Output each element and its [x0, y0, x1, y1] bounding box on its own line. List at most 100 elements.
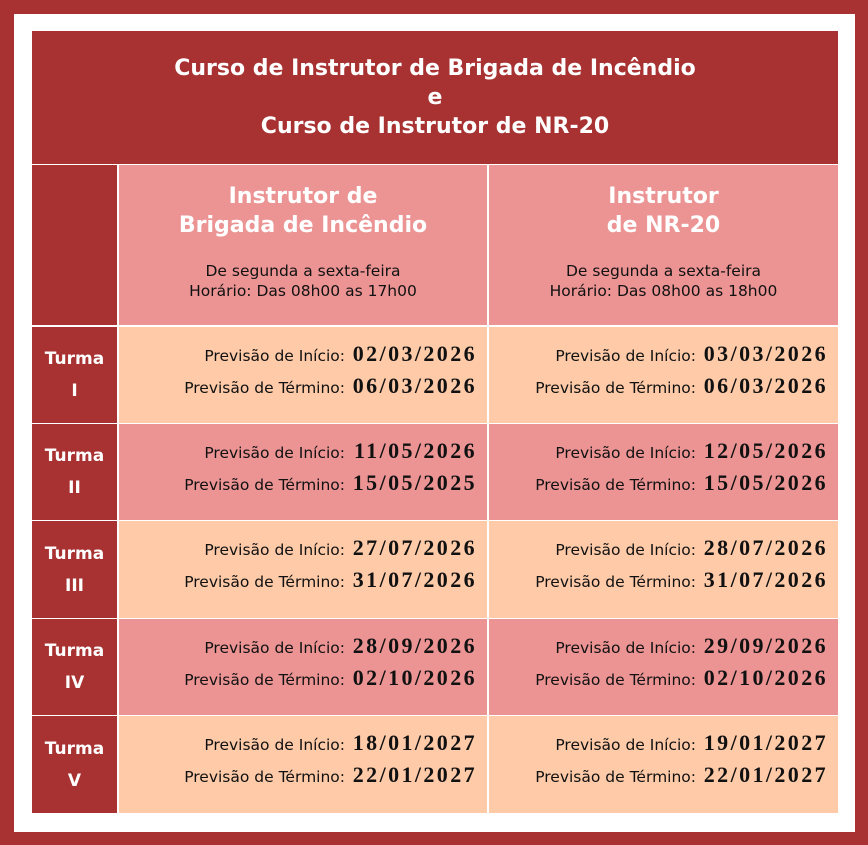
turma-word: Turma	[44, 349, 105, 369]
start-line: Previsão de Início: 19/01/2027	[555, 730, 828, 756]
start-date: 28/09/2026	[352, 633, 477, 658]
end-line: Previsão de Término: 02/10/2026	[535, 665, 828, 691]
turma-label: Turma I	[32, 327, 117, 423]
date-cell: Previsão de Início: 27/07/2026 Previsão d…	[119, 521, 487, 618]
start-line: Previsão de Início: 02/03/2026	[204, 341, 477, 367]
end-date: 22/01/2027	[703, 762, 828, 787]
start-label: Previsão de Início:	[204, 541, 345, 559]
date-cell: Previsão de Início: 11/05/2026 Previsão d…	[119, 424, 487, 520]
end-line: Previsão de Término: 15/05/2026	[535, 470, 828, 496]
start-date: 29/09/2026	[703, 633, 828, 658]
date-cell: Previsão de Início: 28/09/2026 Previsão d…	[119, 619, 487, 715]
start-date: 19/01/2027	[703, 730, 828, 755]
end-line: Previsão de Término: 22/01/2027	[184, 762, 477, 788]
turma-label: Turma V	[32, 716, 117, 813]
start-label: Previsão de Início:	[555, 444, 696, 462]
end-label: Previsão de Término:	[184, 573, 345, 591]
start-line: Previsão de Início: 28/07/2026	[555, 535, 828, 561]
header-line-3: Curso de Instrutor de NR-20	[260, 114, 610, 139]
end-date: 15/05/2025	[352, 470, 477, 495]
end-label: Previsão de Término:	[535, 379, 696, 397]
start-label: Previsão de Início:	[204, 639, 345, 657]
start-label: Previsão de Início:	[555, 639, 696, 657]
column-title: Instrutor de	[228, 184, 378, 209]
start-line: Previsão de Início: 03/03/2026	[555, 341, 828, 367]
column-header-brigada: Instrutor de Brigada de Incêndio De segun…	[119, 165, 487, 325]
start-line: Previsão de Início: 29/09/2026	[555, 633, 828, 659]
end-line: Previsão de Término: 15/05/2025	[184, 470, 477, 496]
end-line: Previsão de Término: 31/07/2026	[535, 567, 828, 593]
end-line: Previsão de Término: 06/03/2026	[184, 373, 477, 399]
date-cell: Previsão de Início: 29/09/2026 Previsão d…	[489, 619, 838, 715]
date-cell: Previsão de Início: 03/03/2026 Previsão d…	[489, 327, 838, 423]
end-date: 06/03/2026	[703, 373, 828, 398]
end-date: 15/05/2026	[703, 470, 828, 495]
end-label: Previsão de Término:	[184, 379, 345, 397]
start-label: Previsão de Início:	[204, 347, 345, 365]
end-label: Previsão de Término:	[184, 671, 345, 689]
turma-number: V	[67, 770, 82, 791]
turma-number: IV	[64, 673, 85, 693]
end-label: Previsão de Término:	[535, 768, 696, 786]
start-date: 11/05/2026	[353, 438, 477, 463]
start-line: Previsão de Início: 28/09/2026	[204, 633, 477, 659]
end-line: Previsão de Término: 02/10/2026	[184, 665, 477, 691]
start-line: Previsão de Início: 12/05/2026	[555, 438, 828, 464]
turma-number: II	[68, 478, 81, 498]
start-label: Previsão de Início:	[555, 347, 696, 365]
turma-label: Turma IV	[32, 619, 117, 715]
start-label: Previsão de Início:	[204, 736, 345, 754]
schedule-table: Curso de Instrutor de Brigada de Incêndi…	[32, 31, 838, 813]
start-label: Previsão de Início:	[555, 736, 696, 754]
end-date: 31/07/2026	[352, 567, 477, 592]
date-cell: Previsão de Início: 02/03/2026 Previsão d…	[119, 327, 487, 423]
end-line: Previsão de Término: 22/01/2027	[535, 762, 828, 788]
start-line: Previsão de Início: 11/05/2026	[204, 438, 477, 464]
start-date: 03/03/2026	[703, 341, 828, 366]
header-line-2: e	[427, 85, 443, 110]
turma-number: III	[65, 575, 84, 596]
end-date: 02/10/2026	[703, 665, 828, 690]
start-date: 02/03/2026	[352, 341, 477, 366]
column-days: De segunda a sexta-feira	[205, 262, 401, 280]
column-title: Brigada de Incêndio	[178, 213, 428, 238]
column-hours: Horário: Das 08h00 as 17h00	[189, 282, 417, 300]
corner-cell	[32, 165, 117, 325]
start-label: Previsão de Início:	[555, 541, 696, 559]
end-label: Previsão de Término:	[535, 476, 696, 494]
table-header: Curso de Instrutor de Brigada de Incêndi…	[32, 31, 838, 164]
end-line: Previsão de Término: 06/03/2026	[535, 373, 828, 399]
turma-word: Turma	[44, 738, 105, 759]
start-line: Previsão de Início: 27/07/2026	[204, 535, 477, 561]
end-date: 22/01/2027	[352, 762, 477, 787]
column-hours: Horário: Das 08h00 as 18h00	[549, 282, 778, 300]
end-label: Previsão de Término:	[535, 671, 696, 689]
end-label: Previsão de Término:	[184, 476, 345, 494]
date-cell: Previsão de Início: 18/01/2027 Previsão d…	[119, 716, 487, 813]
start-date: 12/05/2026	[703, 438, 828, 463]
start-line: Previsão de Início: 18/01/2027	[204, 730, 477, 756]
turma-word: Turma	[44, 641, 105, 661]
end-label: Previsão de Término:	[184, 768, 345, 786]
date-cell: Previsão de Início: 12/05/2026 Previsão d…	[489, 424, 838, 520]
end-label: Previsão de Término:	[535, 573, 696, 591]
turma-number: I	[71, 381, 78, 401]
column-title: de NR-20	[606, 213, 721, 238]
end-date: 31/07/2026	[703, 567, 828, 592]
end-date: 02/10/2026	[352, 665, 477, 690]
end-line: Previsão de Término: 31/07/2026	[184, 567, 477, 593]
start-date: 18/01/2027	[352, 730, 477, 755]
turma-word: Turma	[44, 446, 105, 466]
header-line-1: Curso de Instrutor de Brigada de Incêndi…	[174, 56, 696, 81]
column-title: Instrutor	[608, 184, 719, 209]
turma-label: Turma II	[32, 424, 117, 520]
turma-label: Turma III	[32, 521, 117, 618]
turma-word: Turma	[44, 543, 105, 564]
date-cell: Previsão de Início: 28/07/2026 Previsão d…	[489, 521, 838, 618]
end-date: 06/03/2026	[352, 373, 477, 398]
start-label: Previsão de Início:	[204, 444, 345, 462]
column-days: De segunda a sexta-feira	[565, 262, 762, 280]
column-header-nr20: Instrutor de NR-20 De segunda a sexta-fei…	[489, 165, 838, 325]
start-date: 28/07/2026	[703, 535, 828, 560]
start-date: 27/07/2026	[352, 535, 477, 560]
